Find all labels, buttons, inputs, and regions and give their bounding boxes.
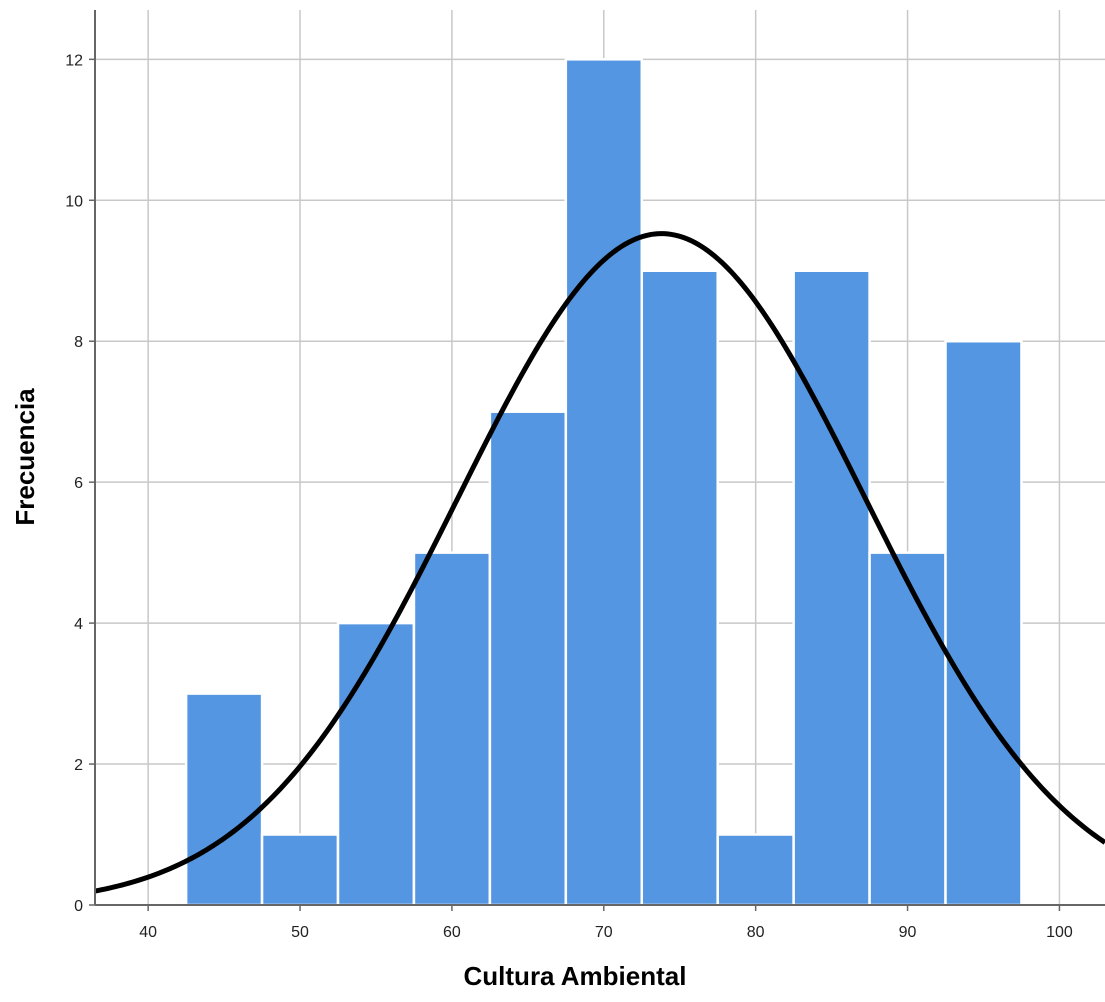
histogram-bar: [488, 410, 568, 907]
x-tick-label: 40: [139, 924, 157, 941]
x-tick-label: 60: [443, 924, 461, 941]
histogram-bar: [944, 339, 1023, 907]
x-tick-label: 100: [1046, 924, 1073, 941]
histogram-bar: [640, 269, 719, 907]
y-tick-label: 6: [74, 475, 83, 492]
histogram-bar: [792, 269, 871, 907]
x-tick-label: 70: [595, 924, 613, 941]
histogram-bar: [336, 621, 416, 907]
tick-labels: 0 2 4 6 8 10 12 40 50 60 70 80 90 100: [65, 52, 1073, 941]
y-tick-label: 8: [74, 334, 83, 351]
y-tick-label: 2: [74, 757, 83, 774]
histogram-bar: [564, 58, 644, 907]
histogram-bar: [868, 551, 947, 907]
y-tick-label: 4: [74, 616, 83, 633]
histogram-bar: [184, 692, 264, 907]
x-axis-title: Cultura Ambiental: [464, 961, 687, 991]
histogram-bar: [260, 833, 340, 907]
y-tick-label: 10: [65, 193, 83, 210]
x-tick-label: 80: [747, 924, 765, 941]
normal-curve-layer: [94, 231, 1105, 894]
y-axis-title: Frecuencia: [10, 388, 40, 526]
axes: [89, 10, 1105, 911]
normal-curve-line: [94, 231, 1105, 894]
x-tick-label: 90: [899, 924, 917, 941]
x-tick-label: 50: [291, 924, 309, 941]
histogram-bar: [716, 833, 795, 907]
y-tick-label: 12: [65, 52, 83, 69]
y-tick-label: 0: [74, 898, 83, 915]
histogram-bar: [412, 551, 492, 907]
